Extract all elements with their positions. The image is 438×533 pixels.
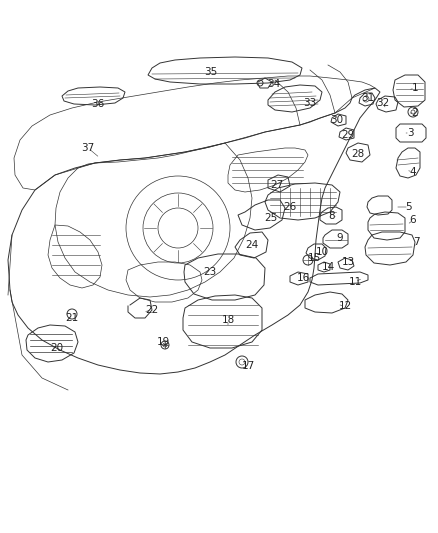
Text: 19: 19: [156, 337, 170, 347]
Text: 3: 3: [407, 128, 413, 138]
Text: 32: 32: [376, 98, 390, 108]
Text: 36: 36: [92, 99, 105, 109]
Text: 22: 22: [145, 305, 159, 315]
Text: 37: 37: [81, 143, 95, 153]
Text: 8: 8: [328, 211, 336, 221]
Text: 14: 14: [321, 262, 335, 272]
Text: 28: 28: [351, 149, 364, 159]
Text: 6: 6: [410, 215, 416, 225]
Text: 18: 18: [221, 315, 235, 325]
Text: 27: 27: [270, 180, 284, 190]
Text: 21: 21: [65, 313, 79, 323]
Text: 17: 17: [241, 361, 254, 371]
Text: 33: 33: [304, 98, 317, 108]
Text: 23: 23: [203, 267, 217, 277]
Text: 4: 4: [410, 167, 416, 177]
Text: 29: 29: [341, 130, 355, 140]
Text: 5: 5: [406, 202, 412, 212]
Text: 25: 25: [265, 213, 278, 223]
Text: 24: 24: [245, 240, 258, 250]
Text: 26: 26: [283, 202, 297, 212]
Text: 10: 10: [315, 247, 328, 257]
Text: 16: 16: [297, 273, 310, 283]
Text: 30: 30: [330, 115, 343, 125]
Text: 1: 1: [412, 83, 418, 93]
Text: 34: 34: [267, 79, 281, 89]
Text: 11: 11: [348, 277, 362, 287]
Text: 12: 12: [339, 301, 352, 311]
Text: 20: 20: [50, 343, 64, 353]
Text: 31: 31: [361, 93, 374, 103]
Text: 35: 35: [205, 67, 218, 77]
Text: 13: 13: [341, 257, 355, 267]
Text: 9: 9: [337, 233, 343, 243]
Text: 7: 7: [413, 237, 419, 247]
Text: 15: 15: [307, 253, 321, 263]
Text: 2: 2: [412, 108, 418, 118]
